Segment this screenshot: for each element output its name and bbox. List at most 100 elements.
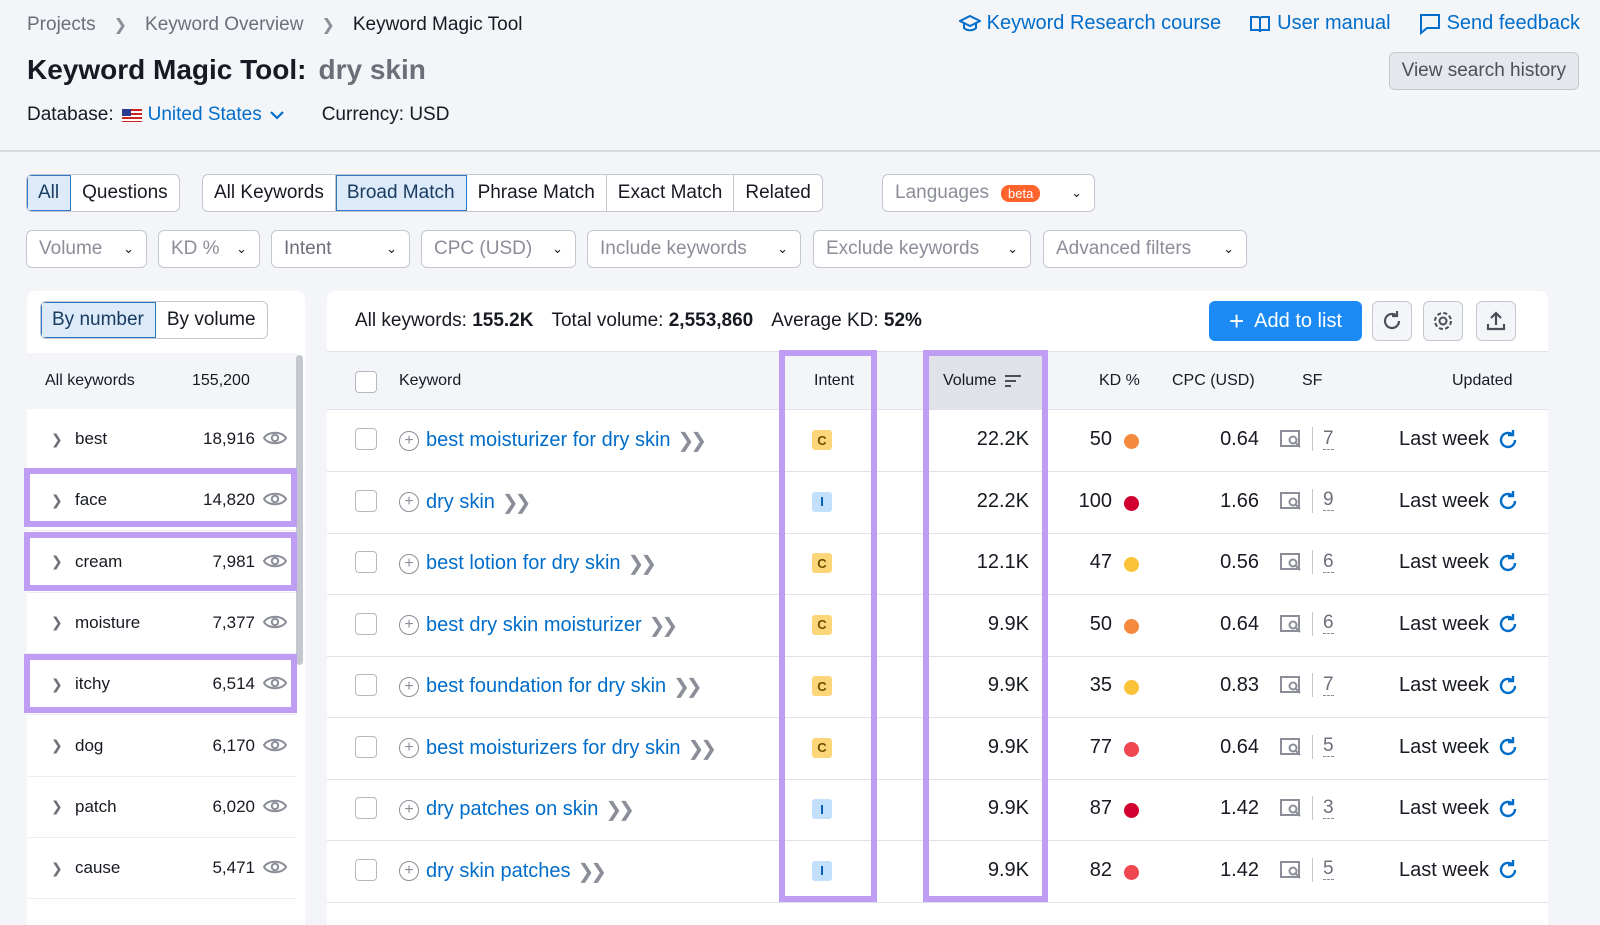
col-cpc[interactable]: CPC (USD) (1172, 372, 1255, 389)
tab-exact-match[interactable]: Exact Match (607, 175, 735, 211)
col-keyword[interactable]: Keyword (399, 372, 462, 389)
serp-features-count[interactable]: 3 (1323, 796, 1334, 819)
serp-features-count[interactable]: 7 (1323, 427, 1334, 450)
all-keywords-row[interactable]: All keywords 155,200 (27, 353, 297, 409)
col-volume[interactable]: Volume (943, 372, 1022, 390)
eye-icon[interactable] (263, 614, 287, 630)
double-chevron-right-icon[interactable]: ❯❯ (577, 860, 607, 883)
serp-features-icon[interactable] (1280, 860, 1302, 880)
breadcrumb-projects[interactable]: Projects (27, 14, 96, 35)
row-checkbox[interactable] (355, 612, 377, 635)
serp-features-icon[interactable] (1280, 429, 1302, 449)
export-button[interactable] (1476, 301, 1516, 341)
serp-features-count[interactable]: 6 (1323, 550, 1334, 573)
keyword-group-row[interactable]: ❯ dog 6,170 (27, 716, 297, 777)
col-updated[interactable]: Updated (1452, 372, 1513, 389)
serp-features-icon[interactable] (1280, 614, 1302, 634)
keyword-group-row[interactable]: ❯ face 14,820 (27, 470, 297, 532)
refresh-icon[interactable] (1497, 490, 1519, 512)
row-checkbox[interactable] (355, 858, 377, 881)
keyword-link[interactable]: best lotion for dry skin (426, 552, 621, 574)
row-checkbox[interactable] (355, 797, 377, 819)
tab-broad-match[interactable]: Broad Match (335, 175, 467, 211)
breadcrumb-keyword-overview[interactable]: Keyword Overview (145, 14, 304, 35)
add-circle-icon[interactable]: + (399, 430, 419, 451)
keyword-group-row[interactable]: ❯ cream 7,981 (27, 532, 297, 593)
kd-filter[interactable]: KD % ⌄ (158, 230, 260, 268)
eye-icon[interactable] (263, 675, 287, 691)
col-intent[interactable]: Intent (814, 372, 855, 389)
refresh-icon[interactable] (1497, 675, 1519, 697)
keyword-group-row[interactable]: ❯ best 18,916 (27, 409, 297, 470)
serp-features-count[interactable]: 7 (1323, 673, 1334, 696)
add-circle-icon[interactable]: + (399, 615, 419, 635)
eye-icon[interactable] (263, 798, 287, 814)
tab-by-volume[interactable]: By volume (166, 309, 256, 330)
serp-features-icon[interactable] (1280, 552, 1302, 572)
serp-features-icon[interactable] (1280, 675, 1302, 695)
double-chevron-right-icon[interactable]: ❯❯ (605, 799, 634, 821)
eye-icon[interactable] (263, 737, 287, 753)
keyword-link[interactable]: best moisturizers for dry skin (426, 736, 681, 759)
refresh-icon[interactable] (1497, 429, 1519, 451)
cpc-filter[interactable]: CPC (USD) ⌄ (421, 230, 576, 268)
serp-features-icon[interactable] (1280, 491, 1302, 511)
tab-all-keywords[interactable]: All Keywords (203, 175, 336, 211)
tab-all[interactable]: All (27, 175, 72, 211)
exclude-keywords-filter[interactable]: Exclude keywords ⌄ (813, 230, 1031, 268)
send-feedback-link[interactable]: Send feedback (1419, 12, 1580, 35)
tab-related[interactable]: Related (745, 182, 811, 203)
refresh-icon[interactable] (1497, 859, 1519, 881)
keyword-group-row[interactable]: ❯ moisture 7,377 (27, 593, 297, 654)
refresh-button[interactable] (1372, 301, 1412, 341)
double-chevron-right-icon[interactable]: ❯❯ (648, 614, 678, 637)
serp-features-count[interactable]: 9 (1323, 489, 1334, 511)
refresh-icon[interactable] (1497, 552, 1519, 574)
eye-icon[interactable] (263, 430, 287, 446)
double-chevron-right-icon[interactable]: ❯❯ (673, 676, 702, 698)
keyword-group-row[interactable]: ❯ itchy 6,514 (27, 654, 297, 716)
advanced-filters[interactable]: Advanced filters ⌄ (1043, 230, 1247, 268)
double-chevron-right-icon[interactable]: ❯❯ (501, 491, 531, 514)
serp-features-icon[interactable] (1280, 737, 1302, 757)
groups-scrollbar[interactable] (296, 355, 303, 665)
eye-icon[interactable] (263, 553, 287, 569)
volume-filter[interactable]: Volume ⌄ (26, 230, 147, 268)
double-chevron-right-icon[interactable]: ❯❯ (677, 430, 707, 452)
tab-questions[interactable]: Questions (82, 182, 168, 203)
keyword-group-row[interactable]: ❯ cause 5,471 (27, 838, 297, 900)
row-checkbox[interactable] (355, 674, 377, 696)
row-checkbox[interactable] (355, 428, 377, 450)
keyword-link[interactable]: best moisturizer for dry skin (426, 429, 671, 451)
add-circle-icon[interactable]: + (399, 861, 419, 881)
select-all-checkbox[interactable] (355, 371, 377, 393)
keyword-course-link[interactable]: Keyword Research course (958, 12, 1221, 35)
database-select[interactable]: United States (148, 104, 284, 126)
add-circle-icon[interactable]: + (399, 676, 419, 697)
double-chevron-right-icon[interactable]: ❯❯ (627, 553, 657, 575)
add-circle-icon[interactable]: + (399, 492, 419, 512)
tab-phrase-match[interactable]: Phrase Match (467, 175, 607, 211)
col-kd[interactable]: KD % (1099, 372, 1140, 389)
add-circle-icon[interactable]: + (399, 553, 419, 574)
serp-features-icon[interactable] (1280, 798, 1302, 818)
eye-icon[interactable] (263, 859, 287, 875)
serp-features-count[interactable]: 6 (1323, 612, 1334, 634)
settings-button[interactable] (1423, 301, 1463, 341)
keyword-link[interactable]: dry patches on skin (426, 798, 599, 820)
add-circle-icon[interactable]: + (399, 738, 419, 758)
col-sf[interactable]: SF (1302, 372, 1323, 389)
include-keywords-filter[interactable]: Include keywords ⌄ (587, 230, 801, 268)
keyword-group-row[interactable]: ❯ patch 6,020 (27, 777, 297, 838)
add-to-list-button[interactable]: + Add to list (1209, 301, 1362, 341)
refresh-icon[interactable] (1497, 736, 1519, 758)
row-checkbox[interactable] (355, 735, 377, 758)
keyword-link[interactable]: dry skin patches (426, 859, 571, 882)
double-chevron-right-icon[interactable]: ❯❯ (687, 737, 717, 760)
serp-features-count[interactable]: 5 (1323, 735, 1334, 757)
serp-features-count[interactable]: 5 (1323, 858, 1334, 880)
user-manual-link[interactable]: User manual (1249, 12, 1391, 35)
add-circle-icon[interactable]: + (399, 799, 419, 820)
keyword-link[interactable]: best dry skin moisturizer (426, 613, 642, 636)
refresh-icon[interactable] (1497, 613, 1519, 635)
